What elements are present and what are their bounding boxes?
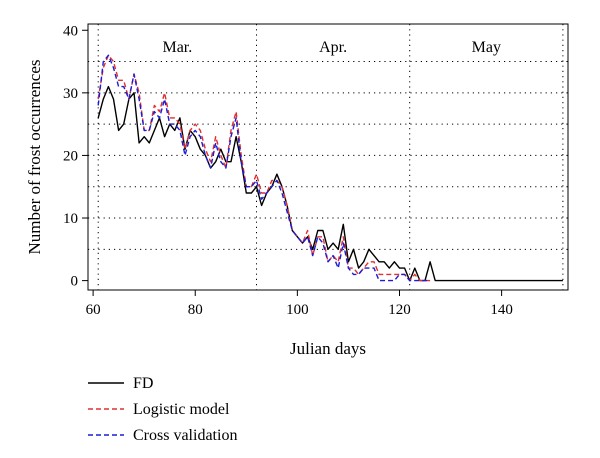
y-tick-label: 20 xyxy=(63,148,78,164)
legend: FD Logistic model Cross validation xyxy=(88,375,237,444)
series-line-cross-validation xyxy=(97,54,431,282)
month-labels: Mar. Apr. May xyxy=(162,39,500,56)
legend-label: FD xyxy=(133,375,153,392)
grid-lines xyxy=(88,24,568,290)
y-axis-label: Number of frost occurrences xyxy=(25,60,44,255)
month-label: May xyxy=(472,39,501,56)
series-lines xyxy=(97,54,563,282)
legend-label: Cross validation xyxy=(133,427,237,444)
x-tick-label: 120 xyxy=(388,302,411,318)
y-tick-label: 30 xyxy=(63,86,78,102)
series-line-logistic-model xyxy=(97,54,431,282)
plot-frame xyxy=(87,23,569,291)
y-tick-label: 0 xyxy=(71,274,79,290)
x-tick-label: 80 xyxy=(188,302,203,318)
legend-label: Logistic model xyxy=(133,401,230,418)
y-tick-label: 10 xyxy=(63,211,78,227)
y-tick-label: 40 xyxy=(63,23,78,39)
month-label: Mar. xyxy=(162,39,192,56)
series-line-fd xyxy=(97,85,563,282)
x-tick-label: 60 xyxy=(86,302,101,318)
x-axis-label: Julian days xyxy=(290,339,366,358)
x-tick-label: 140 xyxy=(490,302,513,318)
x-tick-label: 100 xyxy=(286,302,309,318)
x-axis: 60 80 100 120 140 xyxy=(86,290,513,318)
y-axis: 0 10 20 30 40 xyxy=(63,23,88,290)
month-label: Apr. xyxy=(319,39,347,56)
